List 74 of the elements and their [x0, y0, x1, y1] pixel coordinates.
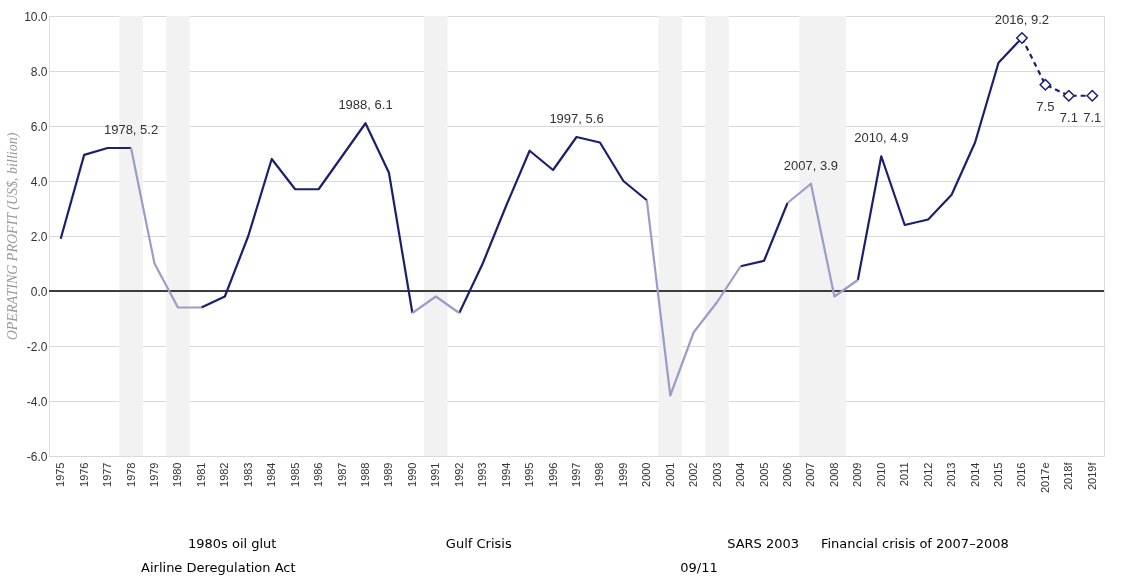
- x-tick-label: 2019f: [1085, 461, 1098, 491]
- x-tick-label: 2000: [640, 462, 653, 487]
- text: Airline Deregulation Act: [141, 560, 296, 575]
- x-tick-label: 1990: [405, 462, 418, 487]
- x-tick-label: 1994: [499, 462, 512, 487]
- y-axis-title: OPERATING PROFIT (US$, billion): [5, 132, 22, 341]
- x-tick-label: 1991: [429, 462, 442, 487]
- x-tick-label: 1976: [77, 462, 90, 487]
- data-label: 7.1: [1059, 109, 1078, 125]
- x-tick-label: 1984: [265, 462, 278, 487]
- x-tick-label: 1985: [288, 462, 301, 487]
- x-tick-label: 2004: [734, 462, 747, 487]
- x-tick-label: 1992: [452, 462, 465, 487]
- x-tick-label: 1988: [359, 462, 371, 487]
- x-tick-label: 1979: [148, 462, 160, 487]
- x-tick-label: 2017e: [1038, 462, 1051, 494]
- annotation: 2016, 9.2: [994, 12, 1050, 27]
- x-tick-label: 1996: [546, 462, 559, 487]
- annotation: 2007, 3.9: [783, 157, 839, 173]
- x-tick-label: 2011: [898, 462, 911, 487]
- annotation: 1988, 6.1: [338, 97, 393, 113]
- data-label: 7.5: [1036, 98, 1055, 114]
- x-tick-label: 1978: [124, 462, 137, 487]
- x-tick-label: 1983: [241, 462, 254, 487]
- x-tick-label: 2005: [757, 462, 770, 487]
- x-tick-label: 2007: [804, 462, 817, 487]
- text: 1980s oil glut: [187, 536, 277, 551]
- point: [1062, 89, 1075, 102]
- data-label: 7.1: [1083, 109, 1102, 125]
- y-tick-label: 8.0: [30, 64, 48, 79]
- y-tick-label: -4.0: [26, 394, 48, 409]
- x-tick-label: 1995: [523, 462, 536, 487]
- point: [1039, 78, 1052, 91]
- x-tick-label: 1997: [570, 462, 582, 487]
- text: Gulf Crisis: [445, 536, 512, 551]
- x-tick-label: 2015: [992, 462, 1004, 487]
- annotation: 1997, 5.6: [549, 111, 604, 126]
- x-tick-label: 1975: [54, 462, 67, 487]
- y-tick-label: 4.0: [30, 174, 48, 189]
- y-tick-label: -2.0: [26, 339, 48, 354]
- y-tick-label: 2.0: [30, 229, 48, 244]
- x-tick-label: 2014: [968, 462, 981, 487]
- text: 09/11: [680, 560, 718, 575]
- annotation: 1978, 5.2: [103, 122, 159, 137]
- x-tick-label: 1999: [616, 462, 629, 487]
- x-tick-label: 2018f: [1062, 461, 1075, 491]
- x-tick-label: 2016: [1015, 462, 1028, 487]
- x-tick-label: 1986: [312, 462, 325, 487]
- y-tick-label: -6.0: [26, 449, 48, 464]
- annotation: 2010, 4.9: [854, 130, 909, 146]
- x-tick-label: 2006: [781, 462, 793, 487]
- text: Financial crisis of 2007–2008: [820, 536, 1009, 551]
- x-tick-label: 2013: [945, 462, 958, 487]
- x-tick-label: 1982: [218, 462, 231, 487]
- point: [1015, 32, 1028, 44]
- x-tick-label: 1980: [171, 462, 184, 487]
- y-tick-label: 6.0: [30, 119, 48, 134]
- x-tick-label: 1993: [476, 462, 489, 487]
- x-tick-label: 2008: [827, 462, 840, 487]
- y-tick-label: 10.0: [24, 9, 48, 24]
- x-tick-label: 2010: [874, 462, 887, 487]
- x-tick-label: 2003: [710, 462, 723, 487]
- x-tick-label: 1987: [335, 462, 348, 487]
- x-tick-label: 2009: [851, 462, 864, 487]
- x-tick-label: 2002: [687, 462, 700, 487]
- x-tick-label: 2001: [663, 462, 676, 487]
- x-tick-label: 1998: [593, 462, 606, 487]
- y-tick-label: 0.0: [30, 284, 48, 299]
- point: [1086, 89, 1099, 102]
- x-tick-label: 1981: [194, 462, 207, 487]
- text: SARS 2003: [727, 536, 800, 551]
- x-tick-label: 1989: [382, 462, 395, 487]
- x-tick-label: 1977: [101, 462, 114, 487]
- x-tick-label: 2012: [921, 462, 934, 487]
